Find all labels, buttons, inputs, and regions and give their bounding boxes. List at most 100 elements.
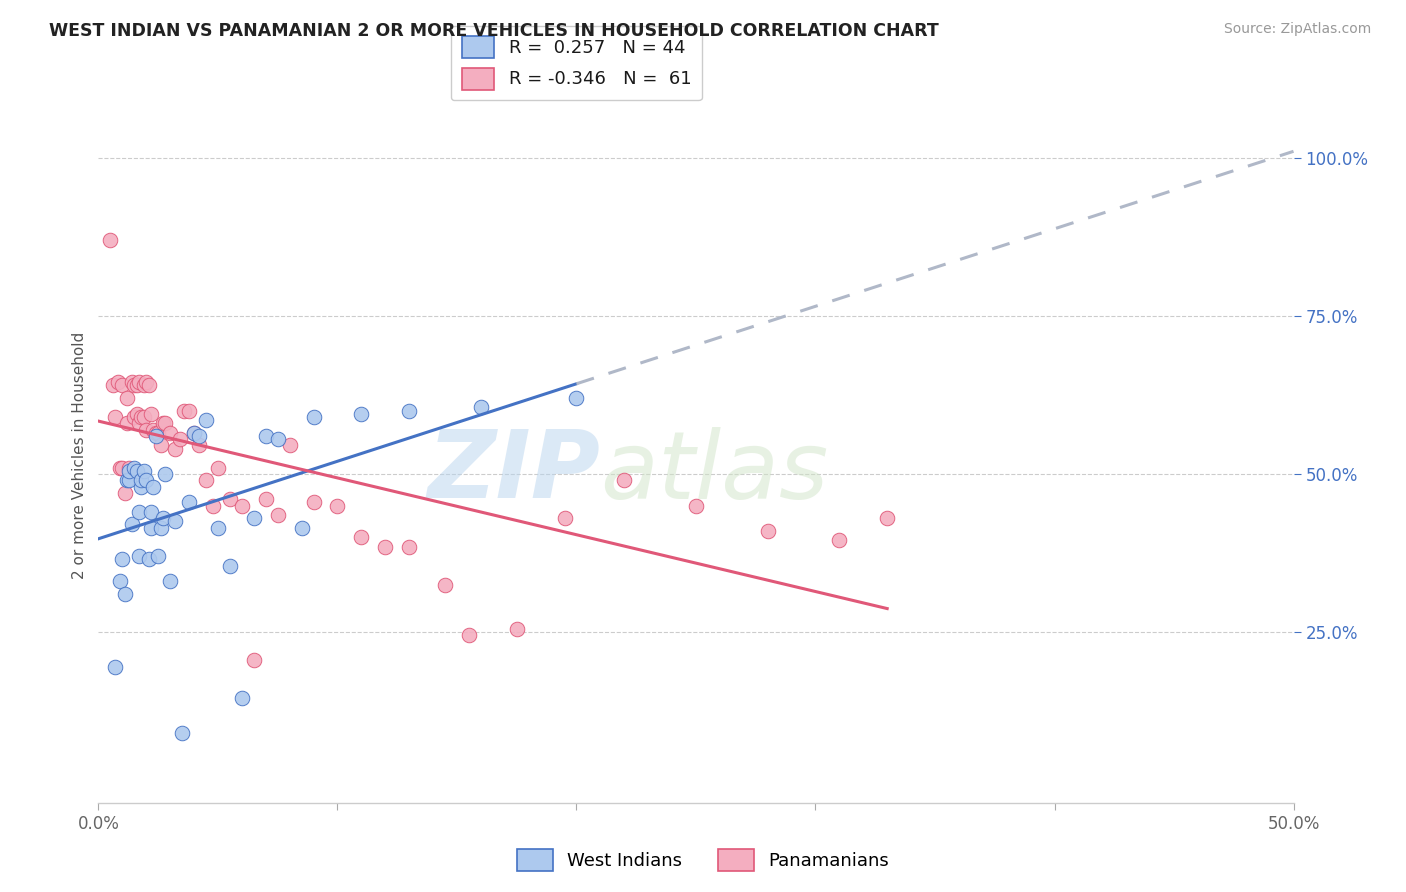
Point <box>128 417 150 431</box>
Point <box>828 533 851 548</box>
Point <box>243 511 266 525</box>
Point <box>132 409 155 424</box>
Point <box>756 524 779 538</box>
Text: atlas: atlas <box>600 426 828 518</box>
Point <box>434 577 457 591</box>
Point <box>118 464 141 478</box>
Point <box>374 540 396 554</box>
Point <box>219 492 242 507</box>
Point <box>111 552 134 566</box>
Point <box>128 549 150 563</box>
Point <box>101 378 124 392</box>
Point <box>138 378 160 392</box>
Point <box>267 432 290 446</box>
Point <box>291 521 314 535</box>
Point <box>128 505 150 519</box>
Point <box>114 587 136 601</box>
Point <box>183 425 205 440</box>
Point <box>195 413 218 427</box>
Point <box>115 391 138 405</box>
Point <box>254 492 277 507</box>
Point <box>118 460 141 475</box>
Point <box>128 375 150 389</box>
Legend: R =  0.257   N = 44, R = -0.346   N =  61: R = 0.257 N = 44, R = -0.346 N = 61 <box>451 26 702 101</box>
Point <box>139 505 162 519</box>
Text: ZIP: ZIP <box>427 426 600 518</box>
Point <box>219 558 242 573</box>
Point <box>207 460 229 475</box>
Point <box>115 417 138 431</box>
Point <box>108 574 131 589</box>
Point <box>142 423 165 437</box>
Point <box>104 660 127 674</box>
Point <box>155 417 177 431</box>
Point <box>135 473 157 487</box>
Legend: West Indians, Panamanians: West Indians, Panamanians <box>509 842 897 879</box>
Point <box>132 378 155 392</box>
Point <box>124 409 146 424</box>
Point <box>149 521 172 535</box>
Point <box>111 378 134 392</box>
Point <box>231 499 253 513</box>
Point <box>131 409 153 424</box>
Point <box>159 425 181 440</box>
Point <box>187 429 209 443</box>
Point <box>267 508 290 522</box>
Point <box>350 407 373 421</box>
Point <box>115 473 138 487</box>
Point <box>163 514 186 528</box>
Point <box>613 473 636 487</box>
Point <box>179 495 201 509</box>
Point <box>114 486 136 500</box>
Point <box>131 473 153 487</box>
Point <box>125 378 148 392</box>
Point <box>107 375 129 389</box>
Point <box>350 530 373 544</box>
Point <box>142 479 165 493</box>
Point <box>187 438 209 452</box>
Text: Source: ZipAtlas.com: Source: ZipAtlas.com <box>1223 22 1371 37</box>
Point <box>254 429 277 443</box>
Point <box>195 473 218 487</box>
Point <box>470 401 492 415</box>
Point <box>135 375 157 389</box>
Point <box>135 423 157 437</box>
Point <box>125 407 148 421</box>
Point <box>139 407 162 421</box>
Point <box>202 499 225 513</box>
Point <box>104 409 127 424</box>
Point <box>124 460 146 475</box>
Point <box>231 691 253 706</box>
Point <box>179 403 201 417</box>
Point <box>173 403 195 417</box>
Point <box>326 499 349 513</box>
Point <box>398 403 420 417</box>
Point <box>152 417 174 431</box>
Point <box>398 540 420 554</box>
Point <box>169 432 191 446</box>
Point <box>565 391 588 405</box>
Point <box>121 375 143 389</box>
Text: WEST INDIAN VS PANAMANIAN 2 OR MORE VEHICLES IN HOUSEHOLD CORRELATION CHART: WEST INDIAN VS PANAMANIAN 2 OR MORE VEHI… <box>49 22 939 40</box>
Point <box>138 552 160 566</box>
Point <box>207 521 229 535</box>
Point <box>278 438 301 452</box>
Point <box>124 378 146 392</box>
Point <box>145 429 167 443</box>
Y-axis label: 2 or more Vehicles in Household: 2 or more Vehicles in Household <box>72 331 87 579</box>
Point <box>172 726 194 740</box>
Point <box>148 425 170 440</box>
Point <box>132 464 155 478</box>
Point <box>148 549 170 563</box>
Point <box>876 511 898 525</box>
Point <box>163 442 186 456</box>
Point <box>108 460 131 475</box>
Point <box>149 438 172 452</box>
Point <box>139 521 162 535</box>
Point <box>98 233 122 247</box>
Point <box>183 425 205 440</box>
Point <box>145 425 167 440</box>
Point <box>152 511 174 525</box>
Point <box>159 574 181 589</box>
Point <box>121 517 143 532</box>
